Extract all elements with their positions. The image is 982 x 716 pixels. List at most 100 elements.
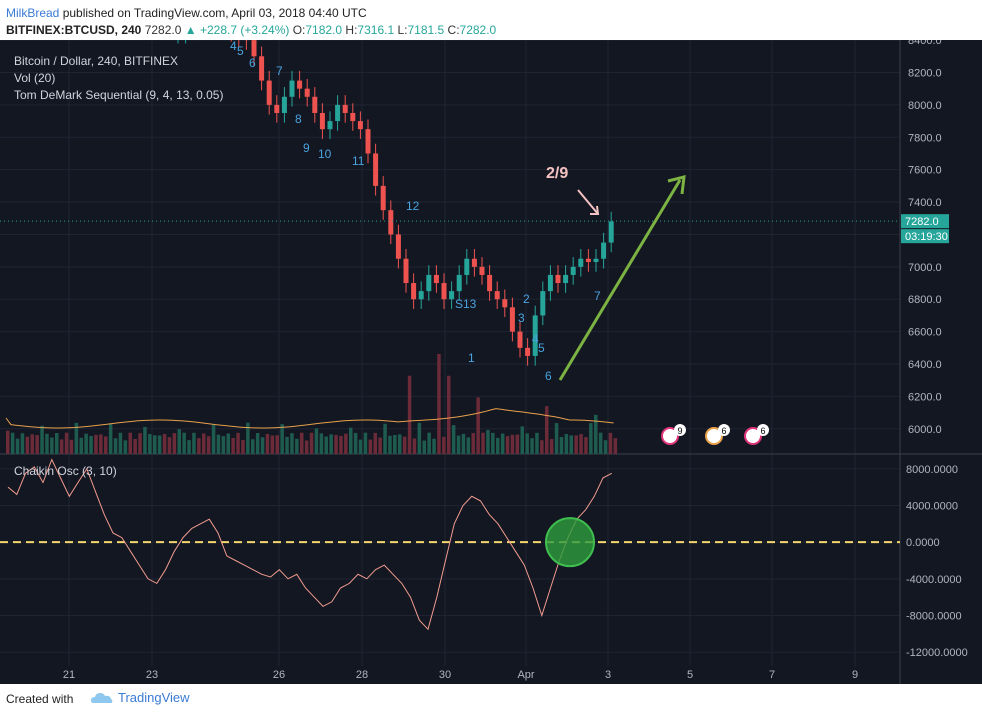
volume-bar (255, 433, 260, 454)
volume-bar (344, 433, 348, 454)
volume-bar (59, 439, 64, 454)
l-value: 7181.5 (407, 23, 445, 37)
candle-body (433, 274, 439, 284)
volume-bar (437, 354, 441, 454)
candle-body (304, 88, 310, 97)
volume-bar (461, 433, 466, 454)
volume-bar (280, 424, 284, 454)
candle-body (380, 185, 386, 211)
candle-body (266, 80, 272, 105)
volume-bar (476, 397, 480, 454)
volume-bar (569, 435, 573, 454)
volume-bar (456, 435, 461, 454)
volume-bar (285, 436, 289, 454)
price-change: ▲ +228.7 (+3.24%) (184, 23, 290, 37)
green-trend-arrow (558, 179, 682, 381)
volume-bar (373, 432, 377, 454)
price-tick-label: 6200.0 (908, 391, 942, 403)
volume-bar (84, 433, 88, 454)
volume-bar (358, 439, 363, 454)
volume-bar (579, 434, 583, 454)
volume-bar (216, 434, 221, 454)
price-tag-value: 7282.0 (905, 216, 939, 228)
chart-area[interactable]: 4 5 6 7 8 9 10 11 12 S13 1 2 3 4 5 6 7 2/9 9 6 6 6000.0 6200.0… (0, 40, 982, 684)
footer: Created with TradingView (0, 684, 982, 716)
volume-bar (613, 438, 618, 454)
candle-body (585, 258, 591, 262)
td-label-5: 8 (295, 112, 302, 126)
candle-body (297, 80, 303, 89)
event-flag-count-1: 6 (721, 426, 726, 436)
volume-bar (113, 438, 118, 454)
td-label-b1: S13 (455, 297, 477, 311)
price-tick-label: 6000.0 (908, 424, 942, 436)
volume-bar (246, 422, 250, 454)
candle-body (395, 234, 401, 259)
price-tick-label: 7000.0 (908, 262, 942, 274)
candle-body (373, 153, 379, 186)
volume-bar (608, 432, 613, 454)
cloud-icon (91, 692, 113, 703)
volume-bar (471, 433, 475, 454)
volume-bar (309, 432, 314, 454)
volume-bar (89, 435, 93, 454)
volume-bar (442, 436, 446, 454)
volume-bar (603, 440, 608, 454)
volume-bar (167, 437, 172, 454)
x-tick-label: 28 (356, 669, 368, 681)
candle-body (327, 121, 333, 130)
volume-bar (25, 436, 30, 454)
candle-body (555, 274, 561, 284)
volume-bar (231, 438, 235, 454)
volume-bar (192, 432, 196, 454)
price-tick-label: 7800.0 (908, 132, 942, 144)
td-label-b3: 2 (523, 292, 530, 306)
volume-bar (349, 427, 353, 454)
legend-vol: Vol (20) (14, 71, 56, 85)
volume-bar (300, 432, 304, 454)
c-label: C: (447, 23, 460, 37)
annotation-2-9: 2/9 (546, 165, 568, 182)
volume-bar (427, 432, 431, 454)
volume-bar (104, 436, 108, 454)
candle-body (509, 307, 515, 332)
td-label-b8: 7 (594, 289, 601, 303)
candle-body (418, 291, 424, 300)
volume-bar (123, 440, 128, 454)
event-flag-count-2: 6 (760, 426, 765, 436)
publish-header: MilkBread published on TradingView.com, … (0, 0, 982, 40)
volume-bar (564, 434, 569, 454)
candle-body (464, 258, 470, 275)
volume-bar (353, 432, 358, 454)
candle-body (365, 129, 371, 154)
volume-bar (10, 432, 15, 454)
volume-bar (417, 422, 422, 454)
x-tick-label: 21 (63, 669, 75, 681)
td-label-7: 10 (318, 147, 332, 161)
volume-bar (525, 433, 529, 454)
candle-body (578, 258, 584, 267)
event-flag-count-0: 9 (677, 426, 682, 436)
volume-bar (388, 435, 392, 454)
event-flag-badge-2 (757, 424, 769, 436)
volume-bar (545, 406, 549, 454)
volume-bar (496, 437, 500, 454)
candle-body (456, 274, 462, 292)
volume-bar (30, 434, 34, 454)
volume-bar (133, 438, 137, 454)
volume-bar (486, 429, 490, 454)
price-tick-label: 8000.0 (908, 100, 942, 112)
volume-bar (412, 438, 417, 454)
publish-line: MilkBread published on TradingView.com, … (6, 6, 367, 20)
author-link[interactable]: MilkBread (6, 6, 60, 20)
candle-body (479, 266, 485, 275)
price-tick-label: 6800.0 (908, 294, 942, 306)
candle-body (342, 104, 348, 113)
volume-bar (64, 432, 69, 454)
td-label-3: 6 (249, 56, 256, 70)
candle-body (411, 283, 417, 300)
volume-bar (79, 437, 83, 454)
tradingview-brand[interactable]: TradingView (90, 690, 190, 705)
price-tick-label: 6600.0 (908, 327, 942, 339)
